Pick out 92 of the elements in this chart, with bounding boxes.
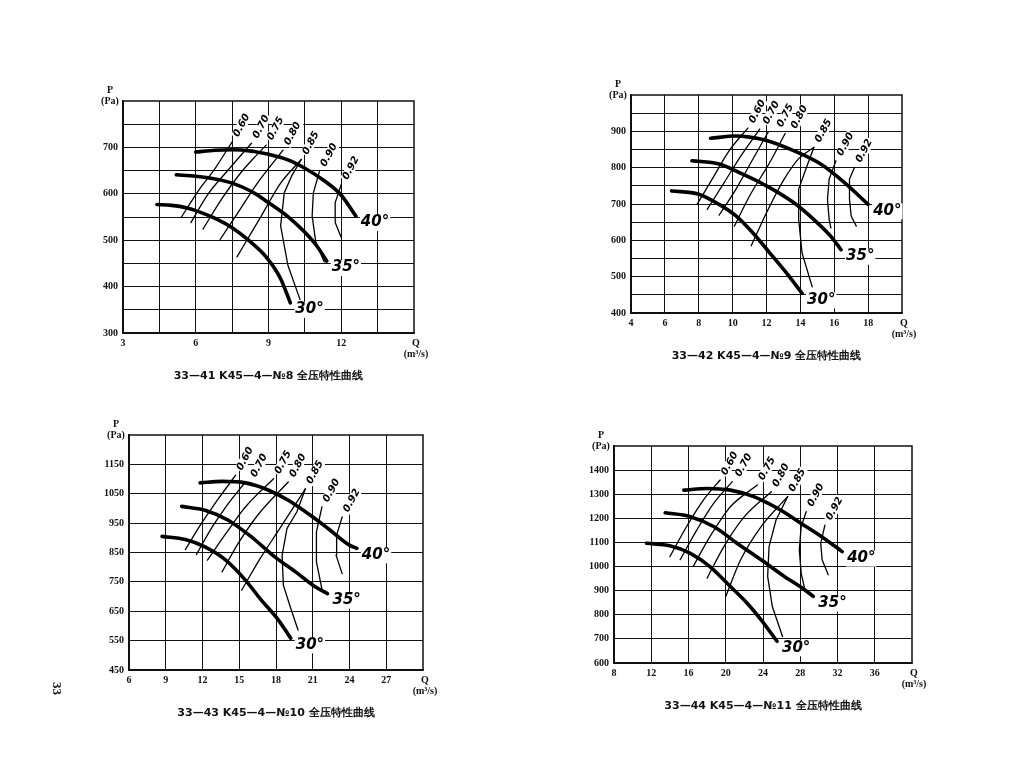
series-label: 40° bbox=[872, 200, 902, 219]
x-tick-label: 27 bbox=[381, 673, 392, 685]
x-tick-label: 4 bbox=[628, 316, 634, 328]
y-tick-label: 900 bbox=[611, 124, 626, 136]
text: 0.90 bbox=[317, 141, 339, 169]
x-tick-label: 12 bbox=[197, 673, 208, 685]
y-tick-label: 1050 bbox=[104, 487, 124, 499]
y-tick-label: 700 bbox=[103, 140, 118, 152]
y-tick-label: 500 bbox=[611, 270, 626, 282]
y-tick-label: 550 bbox=[109, 634, 124, 646]
text: 33—41 K45—4—№8 全压特性曲线 bbox=[173, 369, 364, 382]
y-tick-label: 700 bbox=[611, 197, 626, 209]
x-tick-label: 14 bbox=[795, 316, 806, 328]
y-tick-label: 450 bbox=[109, 663, 124, 675]
y-tick-label: 850 bbox=[109, 546, 124, 558]
y-tick-label: 1200 bbox=[589, 511, 609, 523]
x-tick-label: 20 bbox=[720, 666, 731, 678]
series-label: 30° bbox=[781, 637, 811, 656]
y-tick-label: 950 bbox=[109, 516, 124, 528]
text: 0.60 bbox=[230, 111, 252, 139]
x-tick-label: 21 bbox=[307, 673, 318, 685]
y-axis-title: P (Pa) bbox=[101, 84, 119, 107]
text: 0.85 bbox=[812, 116, 834, 144]
series-label: 35° bbox=[818, 592, 847, 611]
text: 0.85 bbox=[299, 129, 321, 157]
x-tick-label: 8 bbox=[696, 316, 702, 328]
y-tick-label: 400 bbox=[611, 306, 626, 318]
series-label: 40° bbox=[360, 544, 391, 563]
y-tick-label: 650 bbox=[109, 604, 124, 616]
x-tick-label: 24 bbox=[758, 666, 768, 678]
x-tick-label: 16 bbox=[683, 666, 694, 678]
series-label: 35° bbox=[846, 246, 875, 265]
x-tick-label: 18 bbox=[271, 673, 281, 685]
x-tick-label: 16 bbox=[829, 316, 840, 328]
y-tick-label: 300 bbox=[103, 326, 118, 338]
series-label: 30° bbox=[295, 634, 325, 653]
x-tick-label: 36 bbox=[869, 666, 880, 678]
y-tick-label: 800 bbox=[611, 161, 626, 173]
y-axis-title: P (Pa) bbox=[592, 429, 610, 452]
y-tick-label: 900 bbox=[594, 584, 609, 596]
y-tick-label: 750 bbox=[109, 575, 124, 587]
text: 0.90 bbox=[834, 130, 856, 158]
y-axis-title: P (Pa) bbox=[609, 78, 627, 101]
series-label: 30° bbox=[807, 289, 836, 308]
y-axis-title: P (Pa) bbox=[107, 418, 125, 441]
x-tick-label: 12 bbox=[336, 336, 347, 348]
x-tick-label: 32 bbox=[832, 666, 843, 678]
text: 0.90 bbox=[320, 476, 342, 504]
y-tick-label: 700 bbox=[594, 632, 609, 644]
y-tick-label: 600 bbox=[611, 233, 626, 245]
x-tick-label: 28 bbox=[795, 666, 806, 678]
text: 33—43 K45—4—№10 全压特性曲线 bbox=[177, 706, 375, 719]
x-axis-title: Q (m³/s) bbox=[891, 317, 917, 340]
x-tick-label: 18 bbox=[863, 316, 874, 328]
x-tick-label: 15 bbox=[234, 673, 245, 685]
series-label: 35° bbox=[332, 590, 361, 609]
x-axis-title: Q (m³/s) bbox=[901, 667, 927, 690]
text: 33—44 K45—4—№11 全压特性曲线 bbox=[664, 699, 862, 712]
x-tick-label: 24 bbox=[344, 673, 355, 685]
series-label: 35° bbox=[331, 257, 361, 276]
x-tick-label: 9 bbox=[163, 673, 169, 685]
text: 33 bbox=[50, 682, 65, 695]
y-tick-label: 600 bbox=[103, 187, 118, 199]
y-tick-label: 1150 bbox=[104, 457, 124, 469]
x-tick-label: 6 bbox=[662, 316, 668, 328]
text: 33—42 K45—4—№9 全压特性曲线 bbox=[671, 349, 862, 362]
x-tick-label: 8 bbox=[611, 666, 617, 678]
text: 0.92 bbox=[340, 486, 362, 514]
series-label: 40° bbox=[846, 548, 876, 566]
text: 0.90 bbox=[804, 481, 826, 509]
y-tick-label: 1400 bbox=[589, 463, 609, 475]
x-axis-title: Q (m³/s) bbox=[403, 337, 429, 360]
y-tick-label: 600 bbox=[594, 656, 609, 668]
text: 0.92 bbox=[823, 494, 845, 522]
x-tick-label: 12 bbox=[761, 316, 772, 328]
text: 0.92 bbox=[339, 154, 361, 182]
y-tick-label: 1000 bbox=[589, 560, 609, 572]
text: 0.92 bbox=[852, 136, 875, 164]
y-tick-label: 1100 bbox=[589, 536, 609, 548]
x-axis-title: Q (m³/s) bbox=[412, 674, 438, 697]
x-tick-label: 9 bbox=[266, 336, 271, 348]
y-tick-label: 400 bbox=[103, 280, 118, 292]
series-label: 40° bbox=[359, 212, 390, 231]
y-tick-label: 1300 bbox=[589, 487, 609, 499]
x-tick-label: 6 bbox=[126, 673, 132, 685]
series-label: 30° bbox=[295, 299, 324, 318]
x-tick-label: 10 bbox=[727, 316, 738, 328]
y-tick-label: 500 bbox=[103, 233, 118, 245]
x-tick-label: 12 bbox=[646, 666, 657, 678]
y-tick-label: 800 bbox=[594, 608, 609, 620]
x-tick-label: 6 bbox=[193, 336, 199, 348]
x-tick-label: 3 bbox=[120, 336, 126, 348]
